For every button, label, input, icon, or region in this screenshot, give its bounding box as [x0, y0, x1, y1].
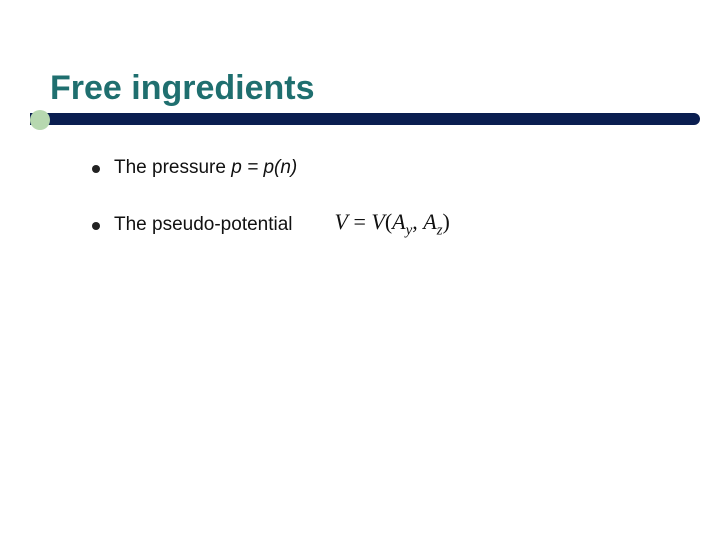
bullet-marker-icon	[92, 222, 100, 230]
bullet-text: The pressure p = p(n)	[114, 157, 297, 179]
bullet-text: The pseudo-potential	[114, 214, 293, 236]
formula-close: )	[443, 209, 450, 234]
bullet-text-prefix: The pseudo-potential	[114, 214, 293, 235]
title-underline	[50, 113, 690, 131]
formula-func: V	[371, 209, 384, 234]
bullet-text-prefix: The pressure	[114, 157, 231, 178]
bullet-item: The pressure p = p(n)	[92, 157, 680, 179]
title-block: Free ingredients	[50, 70, 690, 131]
slide: Free ingredients The pressure p = p(n) T…	[0, 0, 720, 540]
bullet-marker-icon	[92, 165, 100, 173]
title-underline-bar	[30, 113, 700, 125]
bullet-inline-equation: p = p(n)	[231, 157, 297, 178]
bullet-item: The pseudo-potential V = V(Ay, Az)	[92, 209, 680, 239]
formula-sep: ,	[412, 209, 418, 234]
slide-title: Free ingredients	[50, 70, 690, 107]
formula: V = V(Ay, Az)	[335, 209, 450, 239]
title-underline-accent-dot	[30, 110, 50, 130]
formula-arg2-base: A	[423, 209, 436, 234]
bullet-list: The pressure p = p(n) The pseudo-potenti…	[92, 157, 680, 239]
formula-eq: =	[353, 209, 365, 234]
formula-arg1-base: A	[392, 209, 405, 234]
formula-lhs: V	[335, 209, 348, 234]
